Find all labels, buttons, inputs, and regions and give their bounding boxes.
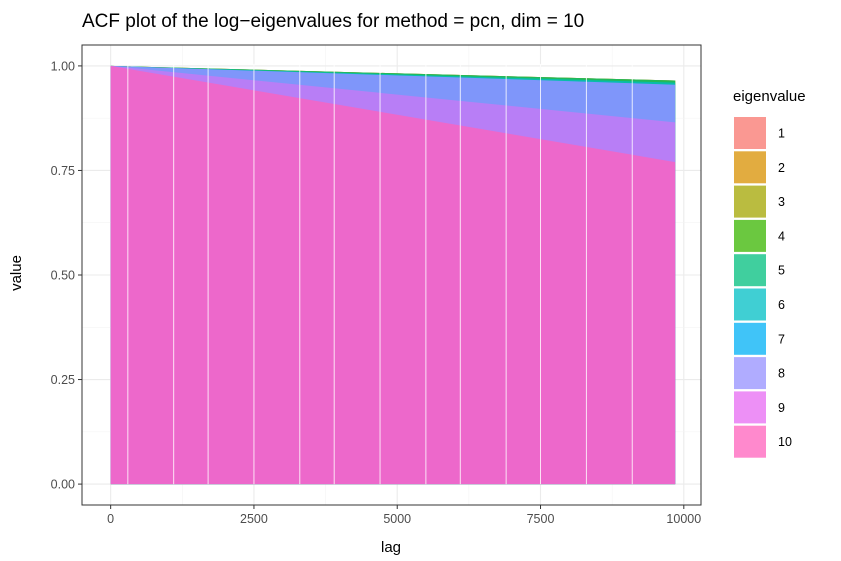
legend-label-8: 8 [778,367,785,381]
legend-label-9: 9 [778,401,785,415]
y-tick-label: 0.50 [51,269,75,283]
legend-label-5: 5 [778,264,785,278]
legend-swatch-8 [734,357,766,390]
legend-title: eigenvalue [733,88,806,105]
legend-swatch-4 [734,219,766,252]
vertical-separators [127,63,633,485]
legend-swatch-9 [734,391,766,424]
y-tick-label: 0.00 [51,478,75,492]
legend-swatch-1 [734,117,766,149]
series-areas [110,65,676,485]
x-tick-label: 2500 [240,512,268,526]
legend-label-7: 7 [778,332,785,346]
y-tick-label: 0.75 [51,164,75,178]
chart-title: ACF plot of the log−eigenvalues for meth… [82,11,584,32]
y-axis-title: value [8,255,25,291]
x-tick-label: 7500 [527,512,555,526]
x-axis: 0 2500 5000 7500 10000 [107,505,701,526]
legend: eigenvalue 1 2 3 4 5 6 7 8 9 10 [733,88,806,458]
legend-label-2: 2 [778,161,785,175]
legend-label-10: 10 [778,435,792,449]
x-tick-label: 10000 [666,512,701,526]
y-tick-label: 0.25 [51,373,75,387]
x-tick-label: 5000 [383,512,411,526]
legend-label-6: 6 [778,298,785,312]
legend-swatch-2 [734,151,766,184]
legend-swatch-6 [734,288,766,321]
legend-label-1: 1 [778,127,785,141]
legend-label-4: 4 [778,229,785,243]
legend-swatch-3 [734,185,766,218]
legend-swatch-5 [734,254,766,287]
area-series-10 [110,65,676,485]
x-tick-label: 0 [107,512,114,526]
legend-swatch-10 [734,425,766,458]
x-axis-title: lag [381,539,401,556]
legend-swatch-7 [734,322,766,355]
legend-label-3: 3 [778,195,785,209]
y-tick-label: 1.00 [51,59,75,73]
y-axis: 0.00 0.25 0.50 0.75 1.00 [51,59,82,492]
